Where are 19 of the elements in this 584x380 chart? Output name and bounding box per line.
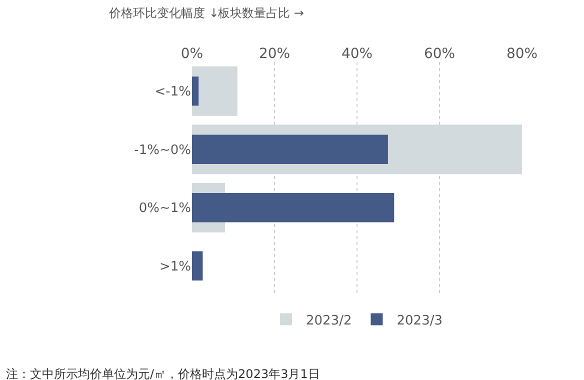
legend-label: 2023/3 (396, 313, 442, 328)
y-tick-label: 0%~1% (138, 201, 191, 216)
y-tick-label: >1% (159, 259, 191, 274)
bar (192, 76, 199, 106)
bar (192, 251, 203, 280)
bar (192, 193, 394, 222)
bar (192, 66, 238, 116)
text: 注：文中所示均价单位为元/㎡，价格时点为2023年3月1日 (6, 367, 320, 380)
x-axis-title: 板块数量占比 → (217, 6, 304, 20)
x-tick-label: 40% (341, 46, 373, 62)
y-tick-label: -1%~0% (134, 142, 191, 158)
x-tick-label: 80% (506, 46, 538, 62)
legend-label: 2023/2 (306, 313, 352, 328)
bar (192, 134, 388, 164)
y-axis-title: 价格环比变化幅度 ↓ (108, 6, 219, 20)
y-tick-label: <-1% (154, 84, 191, 100)
x-tick-label: 0% (180, 46, 204, 62)
x-tick-label: 20% (258, 46, 290, 62)
x-tick-label: 60% (424, 46, 456, 62)
